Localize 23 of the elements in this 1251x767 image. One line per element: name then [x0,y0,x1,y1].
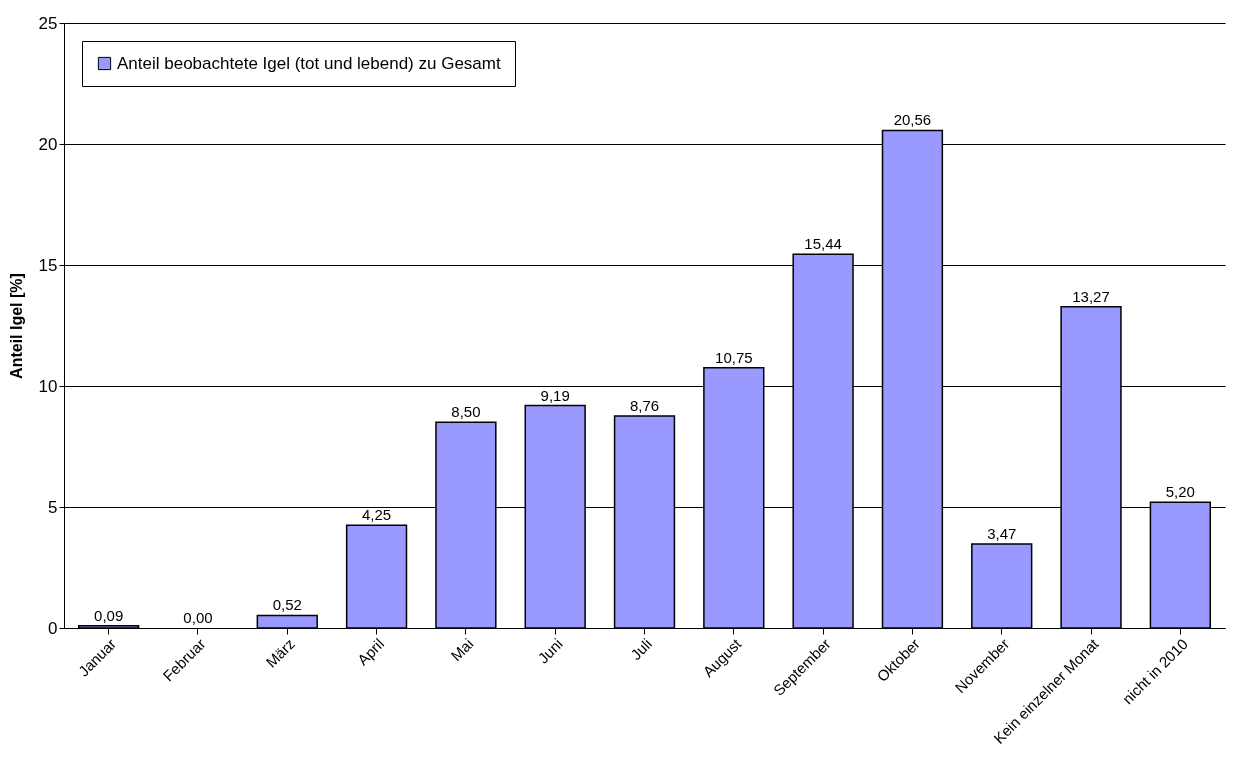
data-label: 0,00 [183,609,213,626]
data-label: 13,27 [1072,287,1110,305]
x-tick-label: Juli [627,635,656,664]
data-label: 15,44 [804,235,842,253]
data-label: 8,76 [629,397,660,415]
y-axis-title: Anteil Igel [%] [7,273,25,379]
y-tick-label: 15 [38,255,58,275]
data-label: 5,20 [1165,483,1195,501]
x-tick-label: Mai [447,635,477,665]
data-label: 3,47 [987,525,1017,543]
data-label: 8,50 [451,403,481,421]
y-tick-label: 0 [48,618,58,638]
data-label: 4,25 [361,506,392,524]
data-label: 0,52 [272,596,302,614]
data-label: 0,09 [94,606,124,624]
y-tick-label: 5 [48,497,58,517]
legend-label: Anteil beobachtete Igel (tot und lebend) zu Gesamt [117,53,501,73]
data-label: 20,56 [893,111,932,129]
y-tick-label: 25 [38,13,58,33]
data-label: 9,19 [540,386,570,404]
y-tick-label: 20 [38,134,58,154]
y-tick-label: 10 [38,376,58,396]
data-label: 10,75 [715,348,753,366]
